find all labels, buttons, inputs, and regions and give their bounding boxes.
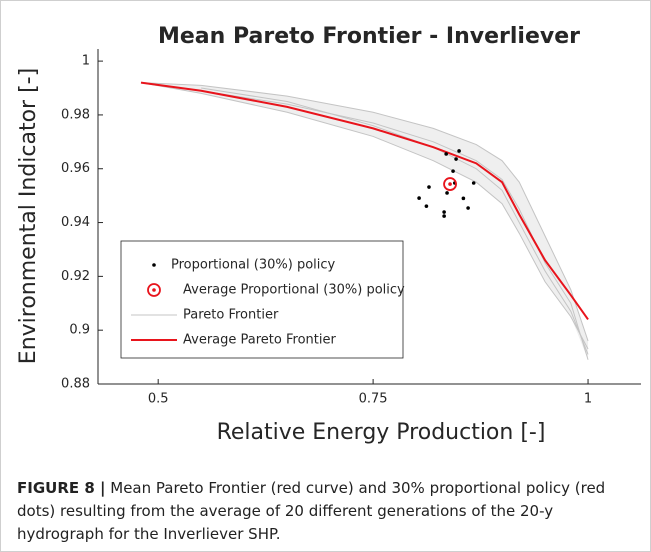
policy-point (451, 169, 455, 173)
x-tick-label: 1 (584, 392, 592, 407)
policy-point (471, 181, 476, 185)
policy-point (442, 214, 446, 218)
y-tick-label: 0.96 (61, 161, 90, 176)
x-tick-label: 0.5 (148, 392, 169, 407)
y-tick-label: 0.98 (61, 107, 90, 122)
pareto-frontier-line (140, 82, 589, 342)
average-policy-dot (448, 182, 452, 186)
policy-point (442, 210, 446, 214)
y-axis-label: Environmental Indicator [-] (16, 68, 41, 364)
caption-label: FIGURE 8 | (17, 479, 106, 497)
legend-policy-dot (152, 263, 156, 267)
legend-label: Average Pareto Frontier (183, 333, 336, 348)
legend-label: Pareto Frontier (183, 308, 279, 323)
legend-label: Proportional (30%) policy (171, 258, 336, 273)
y-tick-label: 0.88 (61, 377, 90, 392)
average-policy-ring (443, 177, 457, 191)
policy-point (445, 191, 449, 195)
legend-average-dot (152, 288, 156, 292)
policy-point (457, 149, 461, 153)
pareto-frontier-line (140, 82, 589, 360)
caption: FIGURE 8 | Mean Pareto Frontier (red cur… (17, 477, 627, 546)
policy-point (417, 196, 421, 200)
legend-average-ring (147, 283, 161, 297)
chart-title: Mean Pareto Frontier - Inverliever (158, 24, 580, 49)
pareto-frontier-line (201, 87, 589, 355)
average-frontier-line (140, 81, 589, 321)
policy-point (454, 157, 458, 161)
policy-point (466, 206, 470, 210)
frontier-envelope (140, 82, 589, 360)
chart: Mean Pareto Frontier - Inverliever Relat… (16, 24, 641, 445)
policy-point (461, 196, 466, 201)
y-tick-label: 1 (82, 54, 90, 69)
x-axis-label: Relative Energy Production [-] (217, 420, 546, 445)
caption-text: Mean Pareto Frontier (red curve) and 30%… (17, 479, 606, 543)
x-tick-label: 0.75 (359, 392, 388, 407)
pareto-frontier-line (140, 82, 589, 350)
policy-point (444, 152, 448, 156)
legend-label: Average Proportional (30%) policy (183, 283, 405, 298)
y-tick-label: 0.94 (61, 215, 90, 230)
y-tick-label: 0.9 (69, 323, 90, 338)
legend-box (120, 240, 404, 359)
policy-point (424, 204, 429, 208)
y-tick-label: 0.92 (61, 269, 90, 284)
policy-point (427, 185, 431, 189)
